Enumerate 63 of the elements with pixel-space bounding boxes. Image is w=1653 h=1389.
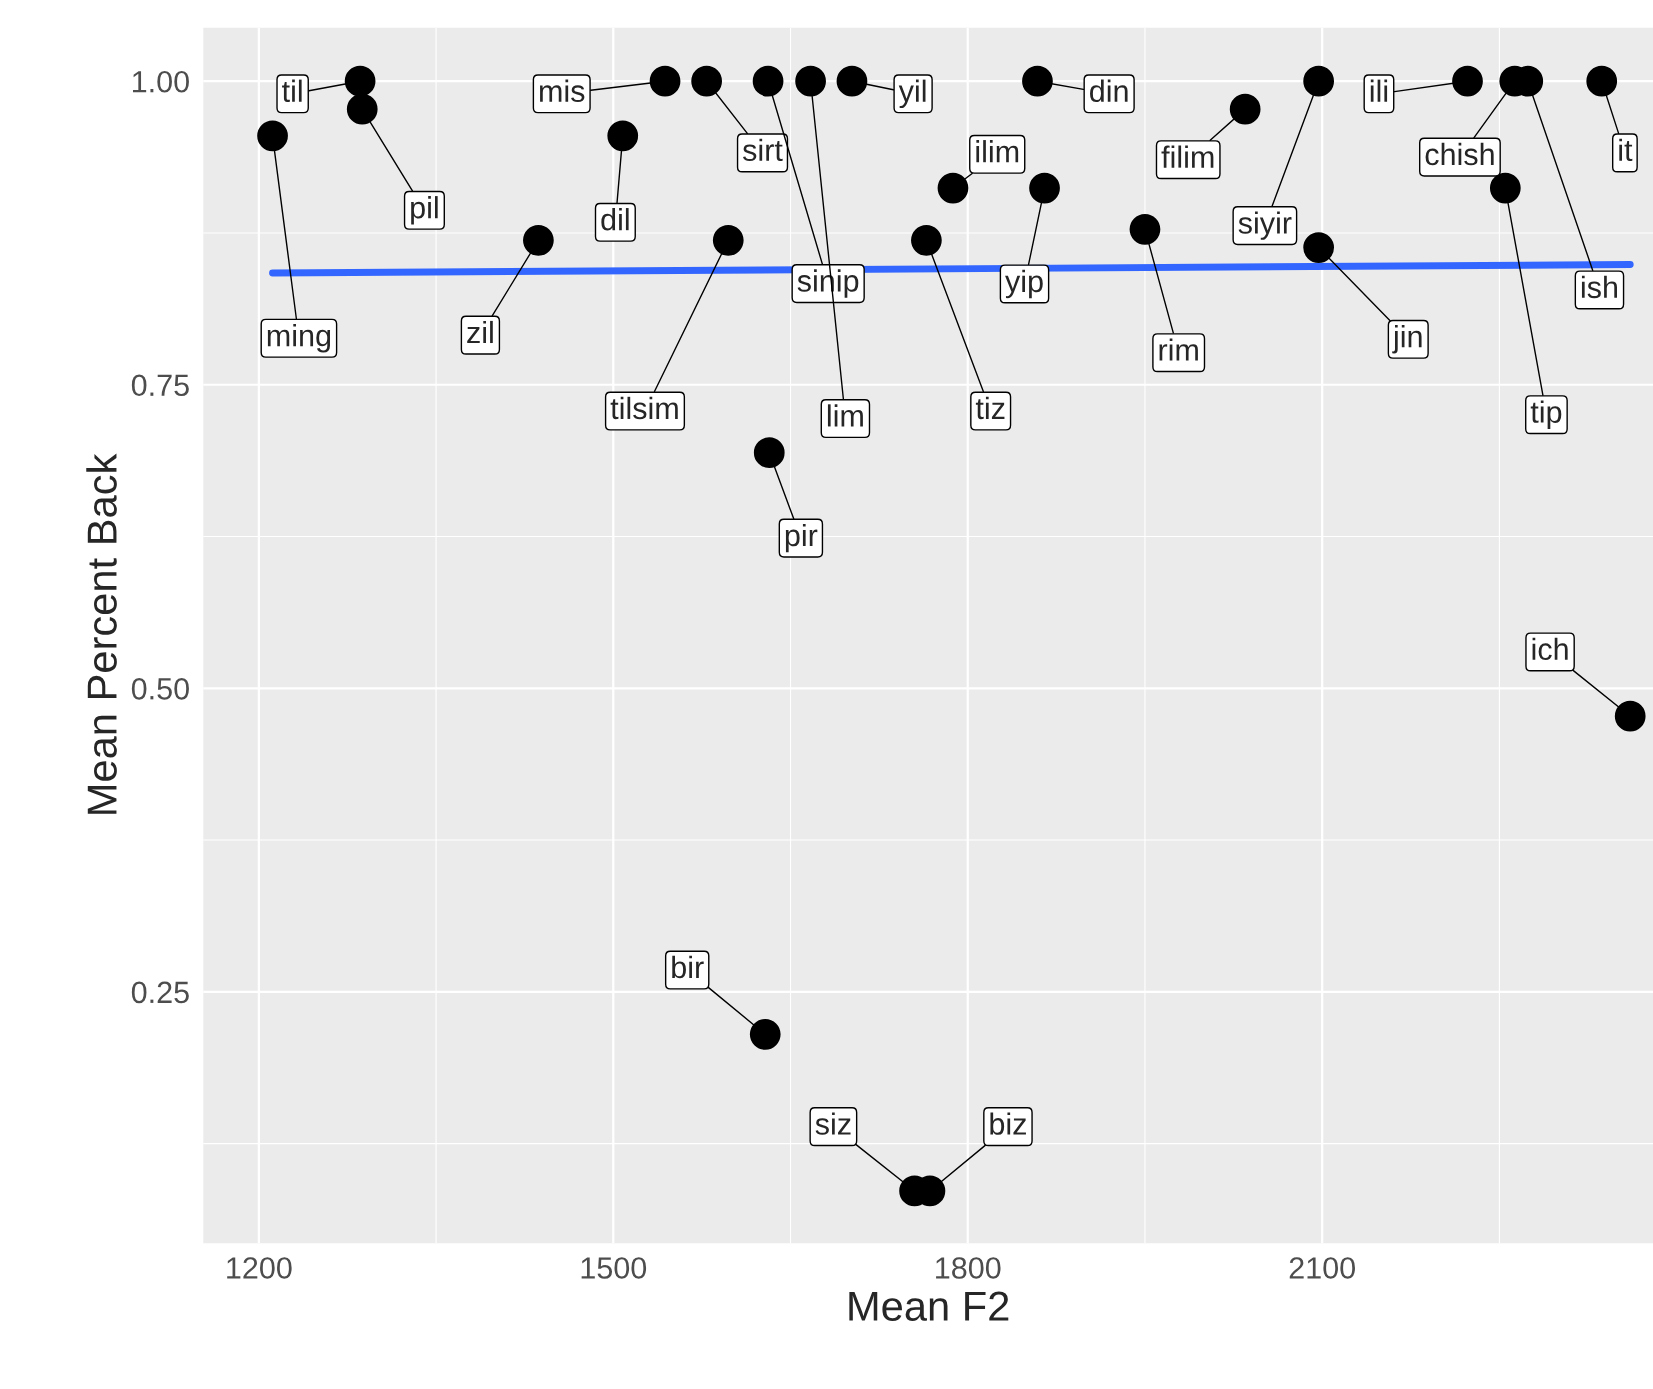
annotation: lim	[827, 404, 863, 427]
point	[911, 224, 942, 256]
point	[712, 224, 744, 256]
annotation: ich	[1532, 637, 1568, 661]
y-tick-label: 0.75	[131, 374, 189, 397]
y-axis-title: Mean Percent Back	[86, 453, 117, 814]
x-tick-label: 1200	[227, 1257, 292, 1279]
annotation: ming	[267, 324, 331, 353]
point	[344, 65, 376, 97]
point	[1029, 172, 1060, 204]
point	[1303, 232, 1335, 263]
point	[795, 65, 826, 97]
point	[523, 224, 554, 256]
annotation: tiz	[975, 396, 1005, 420]
point	[1489, 172, 1521, 204]
point	[1129, 213, 1161, 245]
annotation: din	[1090, 79, 1128, 103]
x-tick-label: 1500	[581, 1257, 647, 1279]
point	[753, 437, 785, 469]
annotation: siz	[815, 1112, 851, 1135]
point	[1452, 65, 1483, 97]
annotation: yil	[898, 79, 926, 109]
annotation: bir	[672, 955, 704, 979]
point	[257, 120, 288, 152]
annotation: filim	[1161, 145, 1214, 168]
annotation: mis	[540, 79, 585, 103]
point	[346, 93, 378, 125]
y-tick-label: 0.25	[131, 981, 189, 1004]
y-tick-label: 1.00	[132, 70, 189, 93]
annotation: tip	[1530, 400, 1562, 429]
point	[607, 120, 639, 152]
point	[649, 65, 681, 97]
point	[752, 65, 784, 97]
annotation: pil	[411, 196, 438, 225]
annotation: ilim	[976, 140, 1019, 163]
x-tick-label: 2100	[1289, 1257, 1355, 1279]
point	[1303, 65, 1335, 97]
point	[1229, 93, 1261, 125]
annotation: ish	[1581, 275, 1617, 299]
point	[691, 65, 722, 97]
annotation: sirt	[742, 138, 783, 162]
annotation: pir	[785, 523, 818, 553]
annotation: tilsim	[610, 396, 678, 420]
annotation: yip	[1005, 269, 1043, 299]
x-axis-title: Mean F2	[849, 1291, 1009, 1321]
point	[1586, 65, 1618, 97]
point	[1614, 700, 1646, 732]
y-tick-label: 0.50	[131, 678, 189, 700]
annotation: jin	[1392, 325, 1422, 354]
annotation: it	[1619, 138, 1633, 162]
annotation: siyir	[1238, 211, 1292, 240]
point	[937, 172, 969, 204]
annotation: til	[282, 79, 302, 102]
annotation: biz	[990, 1112, 1026, 1135]
point	[1022, 65, 1053, 97]
annotation: rim	[1159, 338, 1198, 361]
point	[749, 1018, 781, 1050]
point	[836, 65, 868, 97]
annotation: chish	[1425, 142, 1494, 166]
x-tick-label: 1800	[936, 1257, 1001, 1279]
annotation: ili	[1370, 79, 1388, 102]
annotation: zil	[467, 320, 493, 344]
annotation: dil	[601, 208, 629, 231]
